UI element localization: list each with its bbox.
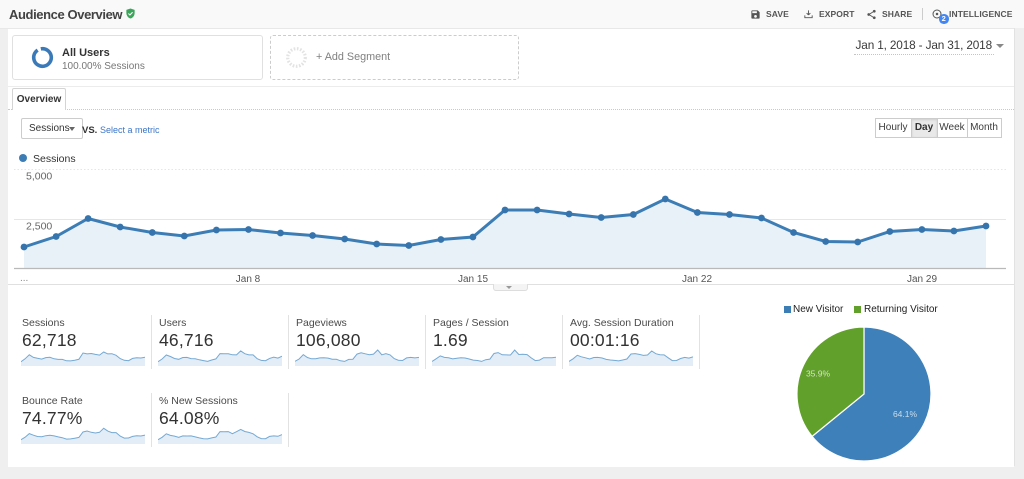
svg-text:Jan 15: Jan 15 xyxy=(458,274,488,285)
svg-text:Jan 29: Jan 29 xyxy=(907,274,937,285)
svg-text:5,000: 5,000 xyxy=(26,171,52,183)
svg-text:64.1%: 64.1% xyxy=(893,409,918,419)
svg-text:35.9%: 35.9% xyxy=(806,369,831,379)
svg-text:Jan 22: Jan 22 xyxy=(682,274,712,285)
svg-text:Jan 8: Jan 8 xyxy=(236,274,261,285)
svg-text:2,500: 2,500 xyxy=(26,221,52,233)
svg-text:...: ... xyxy=(20,273,28,284)
